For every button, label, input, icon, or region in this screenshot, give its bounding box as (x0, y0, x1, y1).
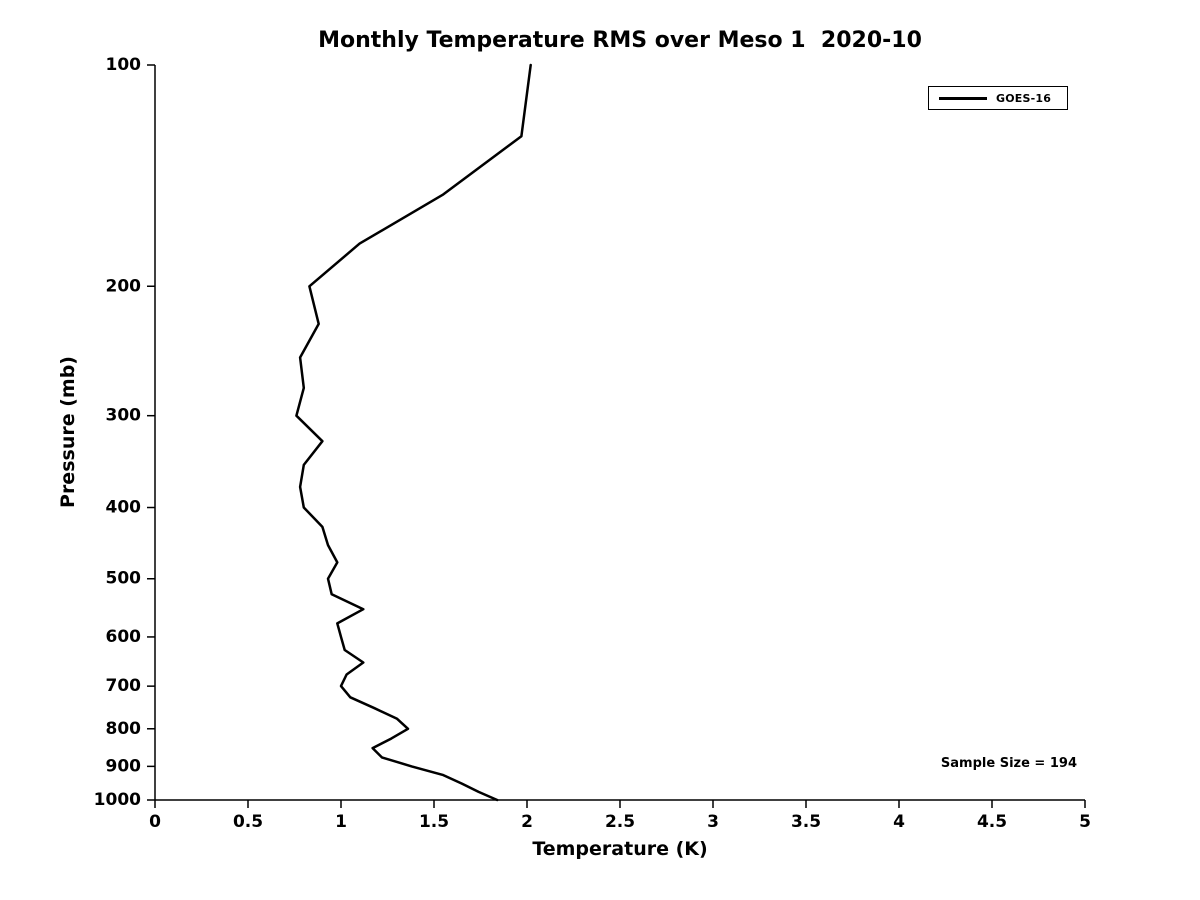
y-tick-label: 700 (106, 676, 142, 696)
chart-title: Monthly Temperature RMS over Meso 1 2020… (318, 28, 922, 53)
legend-series-label: GOES-16 (996, 91, 1052, 105)
x-tick-label: 5 (1079, 812, 1091, 832)
legend-box: GOES-16 (928, 86, 1068, 110)
x-tick-label: 1.5 (419, 812, 449, 832)
x-tick-label: 2 (521, 812, 533, 832)
x-tick-label: 3.5 (791, 812, 821, 832)
y-tick-label: 500 (106, 569, 142, 589)
x-tick-label: 4 (893, 812, 905, 832)
x-tick-label: 0 (149, 812, 161, 832)
y-tick-label: 900 (106, 756, 142, 776)
x-tick-label: 2.5 (605, 812, 635, 832)
y-tick-label: 600 (106, 627, 142, 647)
x-tick-label: 0.5 (233, 812, 263, 832)
series-line-goes-16 (295, 63, 532, 802)
y-tick-label: 300 (106, 406, 142, 426)
x-tick-label: 1 (335, 812, 347, 832)
y-tick-label: 200 (106, 276, 142, 296)
y-tick-label: 400 (106, 498, 142, 518)
legend-line-sample (939, 96, 987, 100)
x-tick-label: 4.5 (977, 812, 1007, 832)
y-tick-label: 100 (106, 55, 142, 75)
y-tick-label: 800 (106, 719, 142, 739)
x-axis-label: Temperature (K) (532, 838, 708, 860)
x-tick-label: 3 (707, 812, 719, 832)
sample-size-annotation: Sample Size = 194 (940, 756, 1077, 771)
y-axis-label: Pressure (mb) (57, 356, 79, 508)
y-tick-label: 1000 (94, 790, 141, 810)
